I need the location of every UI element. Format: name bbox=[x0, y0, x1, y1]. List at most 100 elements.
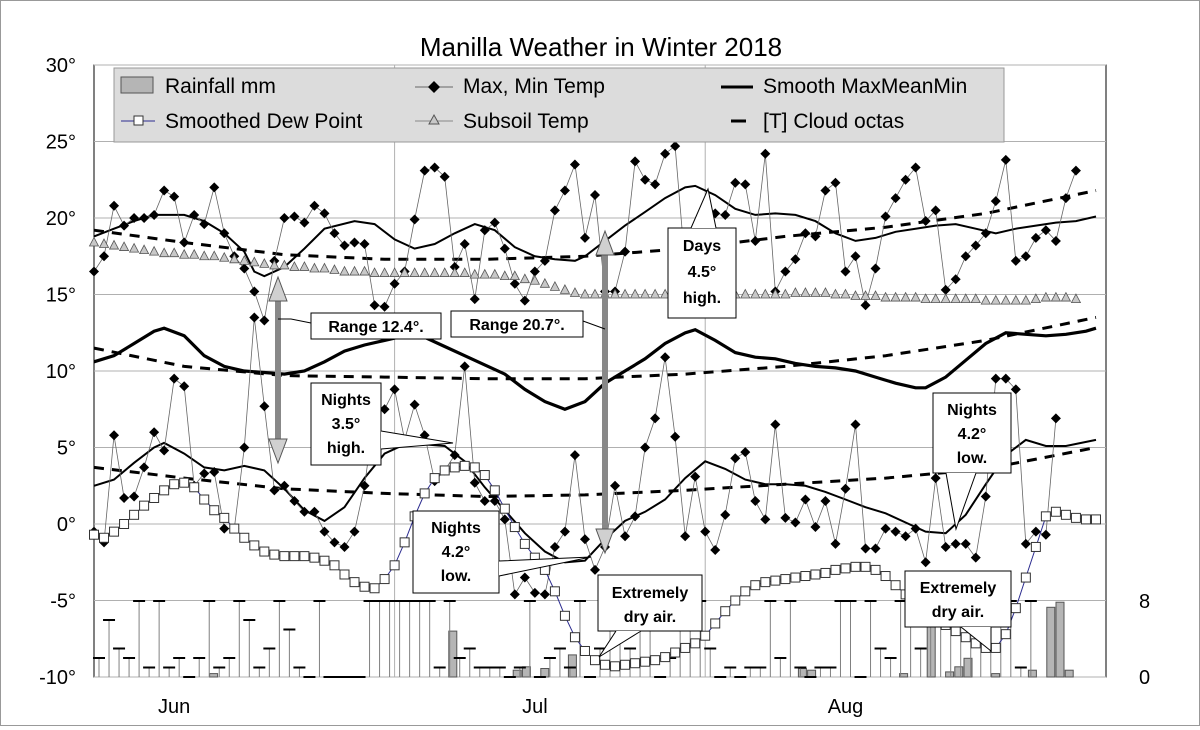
days-pointer bbox=[690, 187, 717, 229]
dew-point-marker bbox=[269, 549, 280, 560]
nights-high-box bbox=[310, 382, 382, 466]
min-temp-point bbox=[830, 538, 841, 549]
dew-point-marker bbox=[750, 580, 761, 591]
rain-bar bbox=[899, 673, 909, 678]
dew-point-marker bbox=[730, 595, 741, 606]
min-temp-point bbox=[700, 526, 711, 537]
subsoil-point bbox=[1020, 294, 1032, 305]
dew-point-marker bbox=[770, 575, 781, 586]
max-temp-point bbox=[820, 185, 831, 196]
chart-title: Manilla Weather in Winter 2018 bbox=[420, 32, 782, 62]
dew-point-marker bbox=[559, 610, 570, 621]
dew-point-marker bbox=[289, 551, 300, 562]
max-temp-point bbox=[890, 193, 901, 204]
dew-point-marker bbox=[740, 586, 751, 597]
subsoil-point bbox=[509, 270, 520, 281]
min-temp-point bbox=[519, 572, 530, 583]
max-temp-point bbox=[529, 266, 540, 277]
dry-air2-box bbox=[904, 570, 1012, 628]
subsoil-point bbox=[750, 288, 761, 299]
max-temp-point bbox=[630, 156, 641, 167]
subsoil-point bbox=[449, 267, 460, 277]
min-temp-point bbox=[800, 494, 811, 505]
min-temp-point bbox=[309, 506, 320, 517]
min-temp-point bbox=[179, 381, 190, 392]
subsoil-point bbox=[900, 291, 911, 302]
min-temp-point bbox=[980, 491, 991, 502]
dew-point-marker bbox=[309, 552, 320, 563]
subsoil-point bbox=[168, 247, 180, 258]
max-temp-point bbox=[1000, 154, 1011, 165]
dew-point-series bbox=[89, 460, 1101, 672]
subsoil-point bbox=[539, 277, 551, 288]
legend-cloud-label: [T] Cloud octas bbox=[763, 110, 904, 133]
max-temp-point bbox=[920, 216, 931, 227]
subsoil-point bbox=[118, 241, 130, 251]
subsoil-point bbox=[990, 294, 1001, 305]
rain-bar bbox=[807, 669, 817, 678]
min-temp-point bbox=[449, 450, 460, 461]
legend-smooth-label: Smooth MaxMeanMin bbox=[763, 75, 967, 98]
range-20-text: Range 20.7°. bbox=[469, 317, 564, 334]
nights-low-pointer bbox=[498, 556, 592, 577]
nights-low2-text: Nights bbox=[947, 402, 997, 419]
max-temp-point bbox=[159, 185, 170, 196]
max-temp-point bbox=[640, 174, 651, 185]
min-temp-point bbox=[1050, 413, 1061, 424]
min-temp-point bbox=[199, 468, 210, 479]
range-20-pointer bbox=[582, 320, 606, 330]
dew-point-marker bbox=[149, 492, 160, 503]
min-temp-point bbox=[579, 534, 590, 545]
dew-point-marker bbox=[620, 659, 631, 670]
dew-point-marker bbox=[249, 540, 260, 551]
dry-air-text: dry air. bbox=[624, 609, 676, 626]
min-temp-point bbox=[569, 450, 580, 461]
days-box bbox=[667, 227, 737, 319]
max-temp-point bbox=[239, 263, 250, 274]
dew-point-marker bbox=[890, 580, 901, 591]
nights-high-text: 3.5° bbox=[332, 416, 361, 433]
dew-point-marker bbox=[1020, 572, 1031, 583]
min-temp-point bbox=[690, 471, 701, 482]
max-temp-point bbox=[720, 209, 731, 220]
average-line-avgmin bbox=[93, 446, 1097, 499]
rain-bar bbox=[1027, 669, 1037, 678]
subsoil-point bbox=[1010, 294, 1021, 305]
max-temp-point bbox=[299, 217, 310, 228]
min-temp-point bbox=[249, 312, 260, 323]
subsoil-point bbox=[459, 267, 470, 277]
legend-maxmin-diamond bbox=[428, 81, 440, 93]
subsoil-point bbox=[639, 288, 651, 299]
dew-point-marker bbox=[1060, 509, 1071, 520]
subsoil-point bbox=[439, 267, 450, 277]
max-temp-point bbox=[419, 165, 430, 176]
dew-point-marker bbox=[299, 551, 310, 562]
max-temp-point bbox=[760, 148, 771, 159]
subsoil-point bbox=[589, 288, 601, 299]
dry-air2-pointer bbox=[960, 626, 992, 653]
max-temp-point bbox=[109, 200, 120, 211]
dew-point-marker bbox=[279, 551, 290, 562]
max-temp-point bbox=[810, 231, 821, 242]
min-temp-point bbox=[900, 531, 911, 542]
min-temp-point bbox=[610, 480, 621, 491]
subsoil-point bbox=[549, 280, 561, 291]
subsoil-point bbox=[790, 287, 801, 297]
max-temp-point bbox=[459, 239, 470, 250]
max-temp-point bbox=[489, 217, 500, 228]
dew-point-marker bbox=[680, 642, 691, 653]
min-temp-point bbox=[289, 496, 300, 507]
max-temp-point bbox=[1060, 193, 1071, 204]
dew-point-marker bbox=[489, 485, 500, 496]
subsoil-point bbox=[1050, 291, 1062, 302]
dew-point-marker bbox=[359, 581, 370, 592]
max-temp-point bbox=[449, 261, 460, 272]
subsoil-point bbox=[128, 242, 140, 253]
subsoil-point bbox=[970, 293, 981, 303]
rain-bar bbox=[209, 673, 219, 678]
max-temp-point bbox=[129, 213, 140, 223]
dew-point-marker bbox=[129, 509, 140, 520]
rain-bar bbox=[1055, 601, 1065, 678]
dry-air2-text: dry air. bbox=[932, 604, 984, 621]
subsoil-point bbox=[209, 250, 220, 261]
